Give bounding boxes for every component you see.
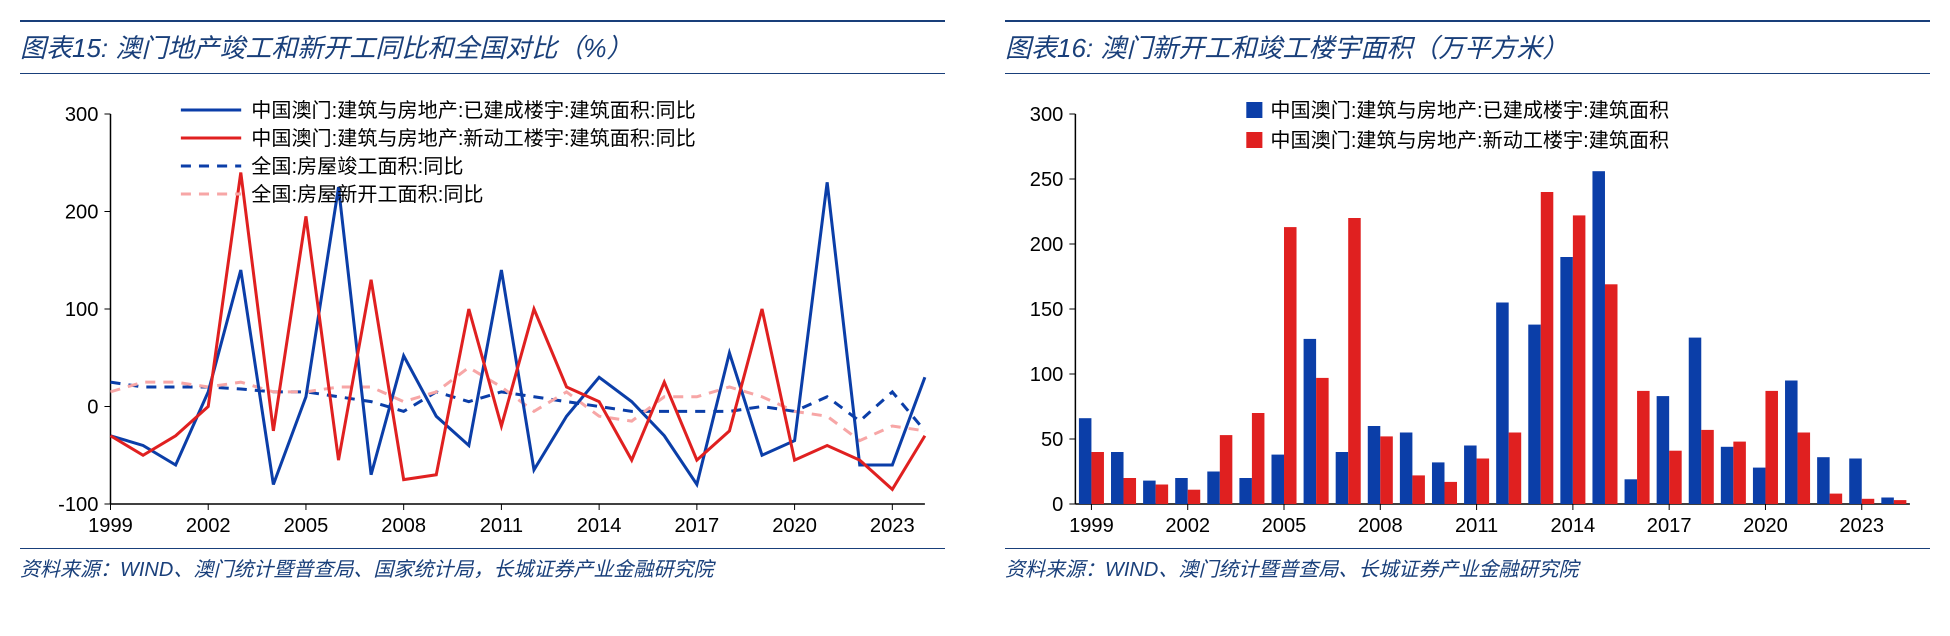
- chart15-title: 图表15: 澳门地产竣工和新开工同比和全国对比（%）: [20, 33, 633, 63]
- svg-text:2014: 2014: [577, 515, 622, 537]
- svg-text:2017: 2017: [674, 515, 719, 537]
- svg-text:2005: 2005: [1262, 515, 1307, 537]
- svg-text:中国澳门:建筑与房地产:已建成楼宇:建筑面积: 中国澳门:建筑与房地产:已建成楼宇:建筑面积: [1270, 99, 1669, 122]
- svg-text:1999: 1999: [88, 515, 133, 537]
- svg-text:2014: 2014: [1551, 515, 1596, 537]
- svg-text:中国澳门:建筑与房地产:新动工楼宇:建筑面积: 中国澳门:建筑与房地产:新动工楼宇:建筑面积: [1270, 129, 1669, 152]
- svg-text:0: 0: [1052, 494, 1063, 516]
- svg-text:-100: -100: [58, 494, 98, 516]
- svg-text:中国澳门:建筑与房地产:新动工楼宇:建筑面积:同比: 中国澳门:建筑与房地产:新动工楼宇:建筑面积:同比: [251, 127, 695, 150]
- svg-text:全国:房屋新开工面积:同比: 全国:房屋新开工面积:同比: [251, 183, 483, 206]
- svg-text:2002: 2002: [1165, 515, 1210, 537]
- svg-text:2020: 2020: [1743, 515, 1788, 537]
- svg-text:2008: 2008: [1358, 515, 1403, 537]
- svg-text:2011: 2011: [480, 515, 523, 537]
- svg-text:1999: 1999: [1069, 515, 1114, 537]
- chart15-panel: 图表15: 澳门地产竣工和新开工同比和全国对比（%） -100 0 100 200 30…: [20, 20, 945, 582]
- charts-row: 图表15: 澳门地产竣工和新开工同比和全国对比（%） -100 0 100 200 30…: [20, 20, 1930, 582]
- svg-text:300: 300: [1030, 104, 1064, 126]
- svg-text:250: 250: [1030, 169, 1064, 191]
- svg-text:150: 150: [1030, 299, 1064, 321]
- svg-text:2017: 2017: [1647, 515, 1692, 537]
- svg-text:2005: 2005: [284, 515, 329, 537]
- svg-text:2002: 2002: [186, 515, 231, 537]
- svg-text:2023: 2023: [1839, 515, 1884, 537]
- svg-text:中国澳门:建筑与房地产:已建成楼宇:建筑面积:同比: 中国澳门:建筑与房地产:已建成楼宇:建筑面积:同比: [251, 99, 695, 122]
- chart16-title-bar: 图表16: 澳门新开工和竣工楼宇面积（万平方米）: [1005, 20, 1930, 74]
- svg-text:0: 0: [87, 397, 98, 419]
- chart15-title-bar: 图表15: 澳门地产竣工和新开工同比和全国对比（%）: [20, 20, 945, 74]
- chart16-plot: 0 50 100 150 200 250 300 1999 2002 2005 2008 2011 20…: [1005, 84, 1930, 544]
- chart16-panel: 图表16: 澳门新开工和竣工楼宇面积（万平方米） 0 50 100 150 200 250…: [1005, 20, 1930, 582]
- svg-text:100: 100: [1030, 364, 1064, 386]
- svg-text:100: 100: [65, 299, 99, 321]
- svg-text:2020: 2020: [772, 515, 817, 537]
- chart15-plot: -100 0 100 200 300 1999 2002 2005 2008 2011 2014 20…: [20, 84, 945, 544]
- chart15-source: 资料来源：WIND、澳门统计暨普查局、国家统计局，长城证券产业金融研究院: [20, 548, 945, 582]
- svg-text:2011: 2011: [1455, 515, 1498, 537]
- svg-text:2023: 2023: [870, 515, 915, 537]
- svg-text:200: 200: [65, 202, 99, 224]
- svg-text:50: 50: [1041, 429, 1063, 451]
- chart16-source: 资料来源：WIND、澳门统计暨普查局、长城证券产业金融研究院: [1005, 548, 1930, 582]
- svg-text:2008: 2008: [381, 515, 426, 537]
- chart16-title: 图表16: 澳门新开工和竣工楼宇面积（万平方米）: [1005, 33, 1568, 63]
- svg-text:全国:房屋竣工面积:同比: 全国:房屋竣工面积:同比: [251, 155, 463, 178]
- svg-text:300: 300: [65, 104, 99, 126]
- svg-text:200: 200: [1030, 234, 1064, 256]
